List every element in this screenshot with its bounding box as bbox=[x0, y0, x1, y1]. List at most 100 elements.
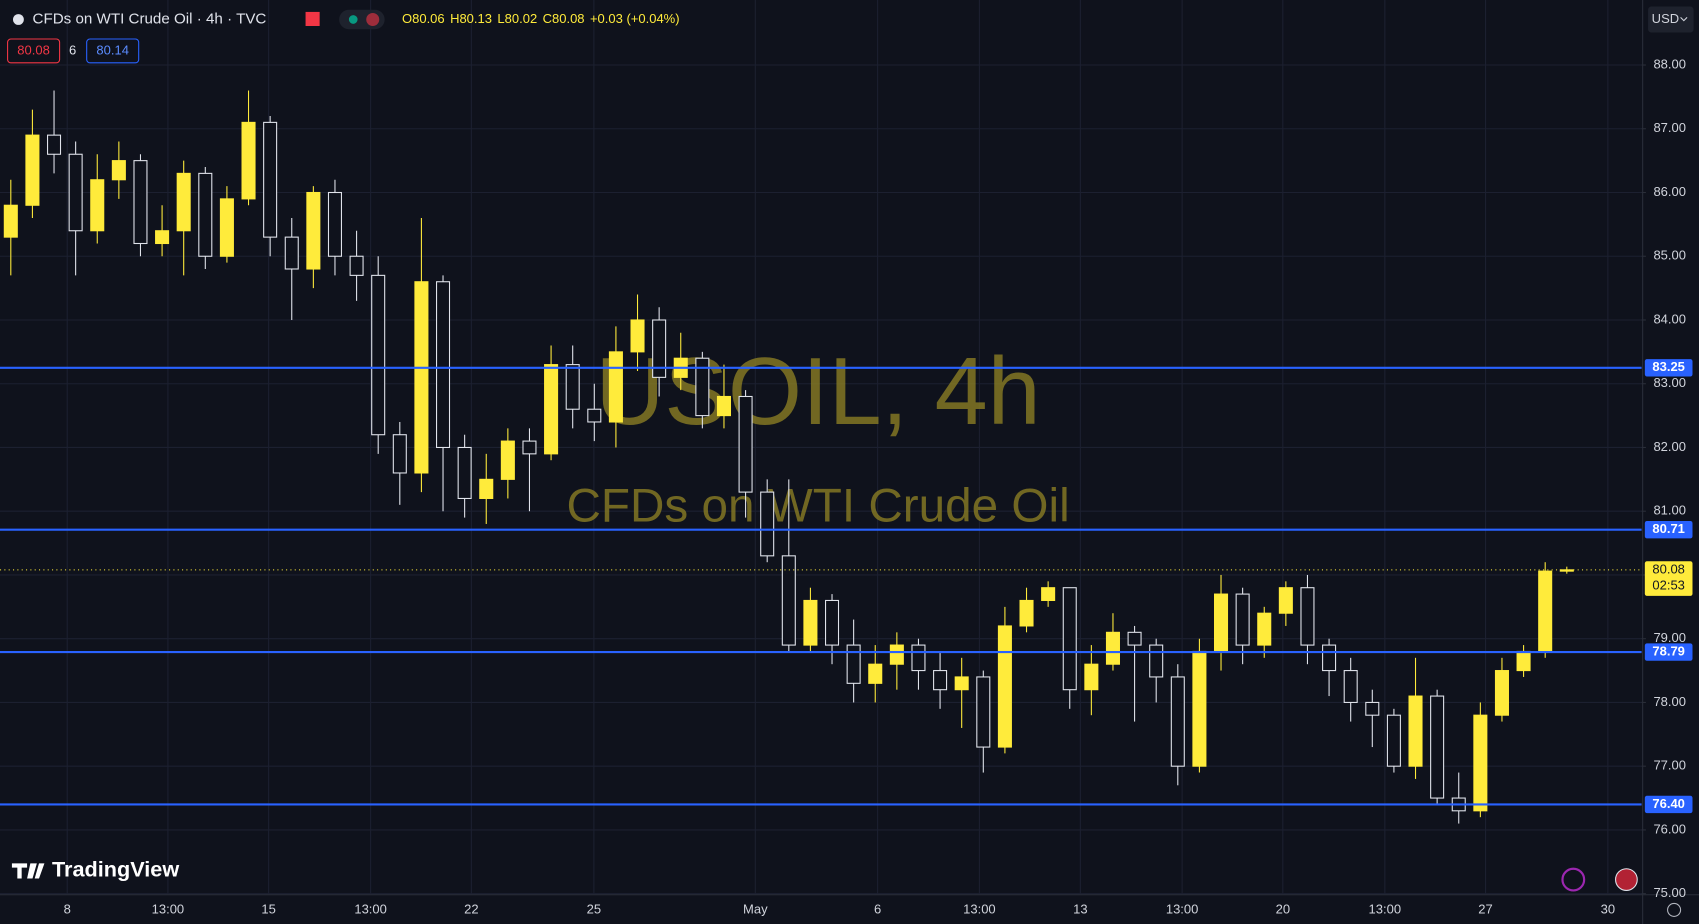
session-button[interactable] bbox=[1615, 868, 1638, 891]
watermark-symbol: USOIL, 4h bbox=[595, 339, 1040, 445]
candle-body bbox=[738, 395, 753, 493]
alert-button[interactable] bbox=[1561, 867, 1586, 892]
x-tick-label: May bbox=[743, 901, 768, 916]
ohlc-value: L80.02 bbox=[497, 11, 537, 26]
y-tick-label: 84.00 bbox=[1653, 311, 1686, 326]
candle-body bbox=[565, 364, 580, 410]
flag-icon[interactable] bbox=[305, 11, 320, 26]
spread: 6 bbox=[69, 42, 76, 57]
candle-body bbox=[1278, 587, 1293, 614]
currency-button[interactable] bbox=[1648, 6, 1694, 33]
candle-body bbox=[1322, 644, 1337, 672]
candle-body bbox=[133, 160, 148, 245]
candle-body bbox=[1127, 631, 1142, 646]
candle-body bbox=[868, 663, 883, 684]
last-price-label: 80.08 bbox=[1652, 561, 1685, 576]
x-tick-label: 13:00 bbox=[152, 901, 185, 916]
candle-body bbox=[1062, 587, 1077, 691]
level-tag bbox=[1644, 359, 1693, 377]
level-tag bbox=[1644, 521, 1693, 539]
candle-body bbox=[1386, 714, 1401, 767]
candle-body bbox=[371, 274, 386, 436]
ohlc-value: C80.08 bbox=[543, 11, 585, 26]
currency-caret bbox=[1680, 16, 1688, 22]
candle-body bbox=[522, 440, 537, 455]
candle-body bbox=[241, 121, 256, 200]
candle-body bbox=[111, 160, 126, 181]
candle-body bbox=[1494, 670, 1509, 716]
ohlc-value: +0.03 (+0.04%) bbox=[590, 11, 680, 26]
candle-body bbox=[1473, 714, 1488, 812]
candle-body bbox=[911, 644, 926, 672]
y-tick-label: 78.00 bbox=[1653, 694, 1686, 709]
candle-body bbox=[155, 230, 170, 245]
x-tick-label: 13:00 bbox=[354, 901, 387, 916]
candle-body bbox=[1105, 631, 1120, 665]
candle-body bbox=[803, 599, 818, 646]
last-price-tag bbox=[1644, 561, 1693, 596]
candle-body bbox=[1149, 644, 1164, 678]
y-tick-label: 75.00 bbox=[1653, 885, 1686, 900]
candle-body bbox=[544, 364, 559, 455]
symbol-title: CFDs on WTI Crude Oil · 4h · TVC bbox=[33, 10, 267, 27]
candle-body bbox=[1213, 593, 1229, 652]
candle-body bbox=[997, 625, 1012, 748]
candle-body bbox=[176, 172, 191, 232]
candle-body bbox=[25, 134, 40, 206]
candle-body bbox=[1235, 593, 1250, 646]
y-tick-label: 77.00 bbox=[1653, 758, 1686, 773]
candle-body bbox=[1084, 663, 1099, 691]
countdown: 02:53 bbox=[1652, 578, 1685, 593]
candle-body bbox=[1041, 587, 1056, 601]
x-tick-label: 25 bbox=[587, 901, 601, 916]
ask-box[interactable] bbox=[86, 38, 140, 64]
candle-body bbox=[414, 281, 429, 474]
y-tick-label: 88.00 bbox=[1653, 56, 1686, 71]
candle-body bbox=[327, 191, 342, 257]
watermark-name: CFDs on WTI Crude Oil bbox=[566, 480, 1069, 533]
plot bbox=[0, 90, 1642, 824]
bid-box[interactable] bbox=[7, 38, 61, 64]
candle-body bbox=[846, 644, 861, 684]
settings-button[interactable] bbox=[1667, 902, 1682, 917]
level-tag bbox=[1644, 643, 1693, 661]
logo-icon bbox=[11, 863, 45, 879]
candle-body bbox=[284, 236, 299, 270]
x-tick-label: 27 bbox=[1478, 901, 1492, 916]
y-tick-label: 79.00 bbox=[1653, 630, 1686, 645]
candle-body bbox=[392, 434, 407, 474]
candle-body bbox=[306, 191, 321, 270]
grid bbox=[0, 0, 1642, 895]
candle-body bbox=[976, 676, 991, 748]
x-tick-label: 13:00 bbox=[963, 901, 996, 916]
x-tick-label: 13:00 bbox=[1369, 901, 1402, 916]
y-tick-label: 85.00 bbox=[1653, 248, 1686, 263]
candle-body bbox=[760, 491, 775, 557]
candle-body bbox=[3, 204, 18, 238]
candle-body bbox=[889, 644, 904, 665]
candle-body bbox=[1559, 569, 1574, 572]
candle-body bbox=[1365, 701, 1380, 716]
candle-body bbox=[457, 446, 472, 500]
candle-body bbox=[608, 351, 623, 423]
candle-body bbox=[1343, 670, 1358, 703]
y-tick-label: 81.00 bbox=[1653, 503, 1686, 518]
candle-body bbox=[1538, 570, 1553, 652]
ohlc-legend: O80.06 H80.13 L80.02 C80.08 +0.03 (+0.04%) bbox=[402, 11, 680, 26]
market-status bbox=[348, 15, 358, 24]
candle-body bbox=[1257, 612, 1272, 646]
level-label: 80.71 bbox=[1652, 521, 1685, 536]
logo: TradingView bbox=[52, 857, 179, 882]
level-label: 83.25 bbox=[1652, 359, 1685, 374]
x-tick-label: 30 bbox=[1601, 901, 1615, 916]
candle-body bbox=[1019, 599, 1034, 627]
ohlc-value: H80.13 bbox=[450, 11, 492, 26]
candle-body bbox=[1516, 650, 1531, 672]
data-status bbox=[366, 12, 380, 26]
candle-body bbox=[630, 319, 645, 353]
y-tick-label: 86.00 bbox=[1653, 184, 1686, 199]
bid: 80.08 bbox=[17, 42, 50, 57]
currency: USD bbox=[1652, 11, 1679, 26]
